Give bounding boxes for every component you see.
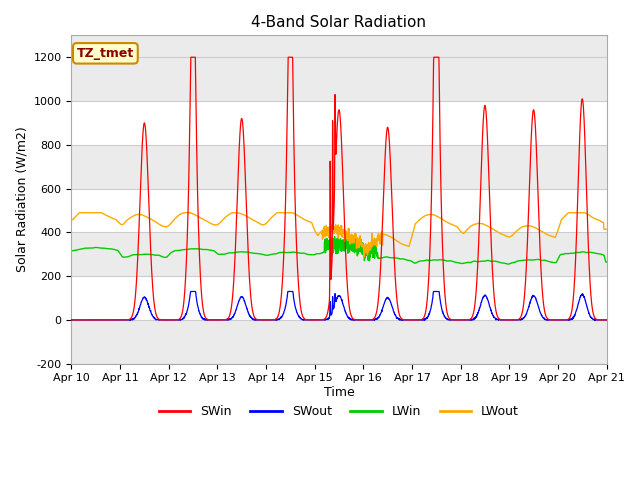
- SWout: [131, 314, 139, 320]
- Title: 4-Band Solar Radiation: 4-Band Solar Radiation: [252, 15, 426, 30]
- LWout: [438, 216, 446, 222]
- LWout: [83, 210, 91, 216]
- LWout: [76, 210, 84, 216]
- SWin: [187, 54, 195, 60]
- Line: LWin: LWin: [72, 237, 607, 264]
- LWin: [83, 245, 90, 251]
- Bar: [72, 189, 607, 232]
- SWin: [131, 297, 139, 302]
- LWout: [131, 212, 139, 218]
- SWout: [529, 293, 537, 299]
- SWout: [438, 306, 445, 312]
- LWout: [530, 224, 538, 230]
- SWin: [507, 317, 515, 323]
- SWout: [68, 317, 76, 323]
- SWin: [438, 224, 445, 230]
- LWin: [530, 257, 538, 263]
- LWout: [380, 231, 388, 237]
- Y-axis label: Solar Radiation (W/m2): Solar Radiation (W/m2): [15, 127, 28, 273]
- LWin: [438, 257, 445, 263]
- LWin: [331, 234, 339, 240]
- LWin: [131, 252, 139, 258]
- LWin: [68, 248, 76, 254]
- Bar: [72, 101, 607, 145]
- SWout: [603, 317, 611, 323]
- Line: SWout: SWout: [72, 291, 607, 320]
- SWout: [83, 317, 90, 323]
- Line: LWout: LWout: [72, 213, 607, 257]
- LWout: [360, 254, 367, 260]
- SWin: [380, 194, 387, 200]
- Legend: SWin, SWout, LWin, LWout: SWin, SWout, LWin, LWout: [154, 400, 524, 423]
- SWout: [380, 302, 387, 308]
- Bar: [72, 276, 607, 320]
- Bar: [72, 145, 607, 189]
- Bar: [72, 36, 607, 57]
- SWin: [603, 317, 611, 323]
- LWin: [507, 261, 515, 266]
- Text: TZ_tmet: TZ_tmet: [77, 47, 134, 60]
- LWout: [603, 227, 611, 232]
- SWout: [187, 288, 195, 294]
- LWin: [603, 259, 611, 265]
- SWout: [507, 317, 515, 323]
- SWin: [529, 107, 537, 113]
- LWin: [380, 254, 387, 260]
- LWout: [507, 233, 515, 239]
- Bar: [72, 232, 607, 276]
- SWin: [68, 317, 76, 323]
- Bar: [72, 57, 607, 101]
- LWin: [504, 261, 512, 267]
- SWin: [83, 317, 90, 323]
- Bar: [72, 320, 607, 364]
- X-axis label: Time: Time: [324, 386, 355, 399]
- LWout: [68, 217, 76, 223]
- Line: SWin: SWin: [72, 57, 607, 320]
